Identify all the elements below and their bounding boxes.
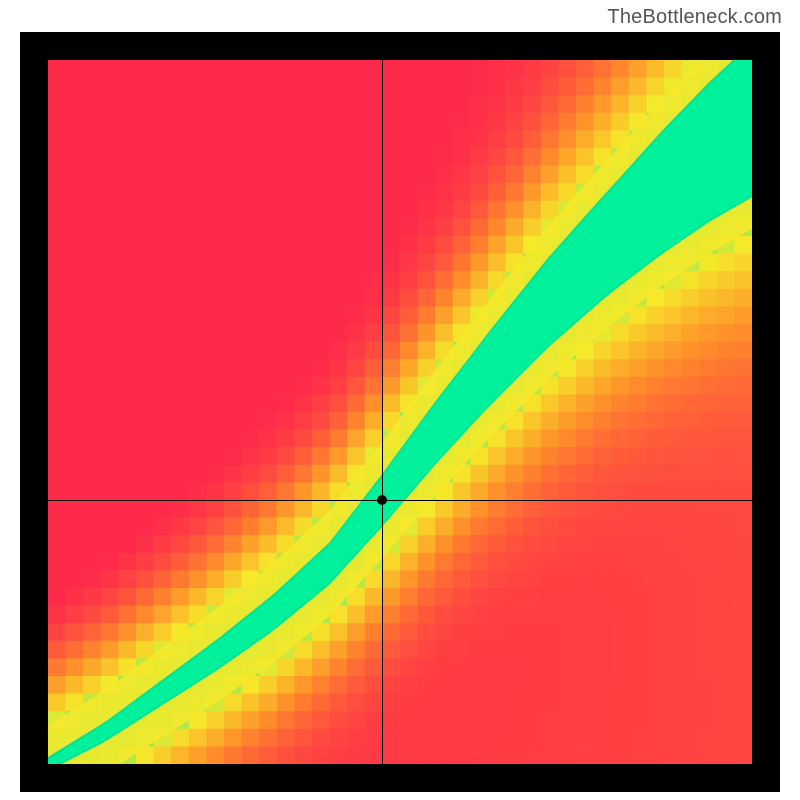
chart-plot	[48, 60, 752, 764]
heatmap-svg	[48, 60, 752, 764]
crosshair-marker	[377, 495, 387, 505]
chart-container: TheBottleneck.com	[0, 0, 800, 800]
chart-frame	[20, 32, 780, 792]
attribution-label: TheBottleneck.com	[607, 6, 782, 29]
crosshair-horizontal	[48, 500, 752, 501]
crosshair-vertical	[382, 60, 383, 764]
